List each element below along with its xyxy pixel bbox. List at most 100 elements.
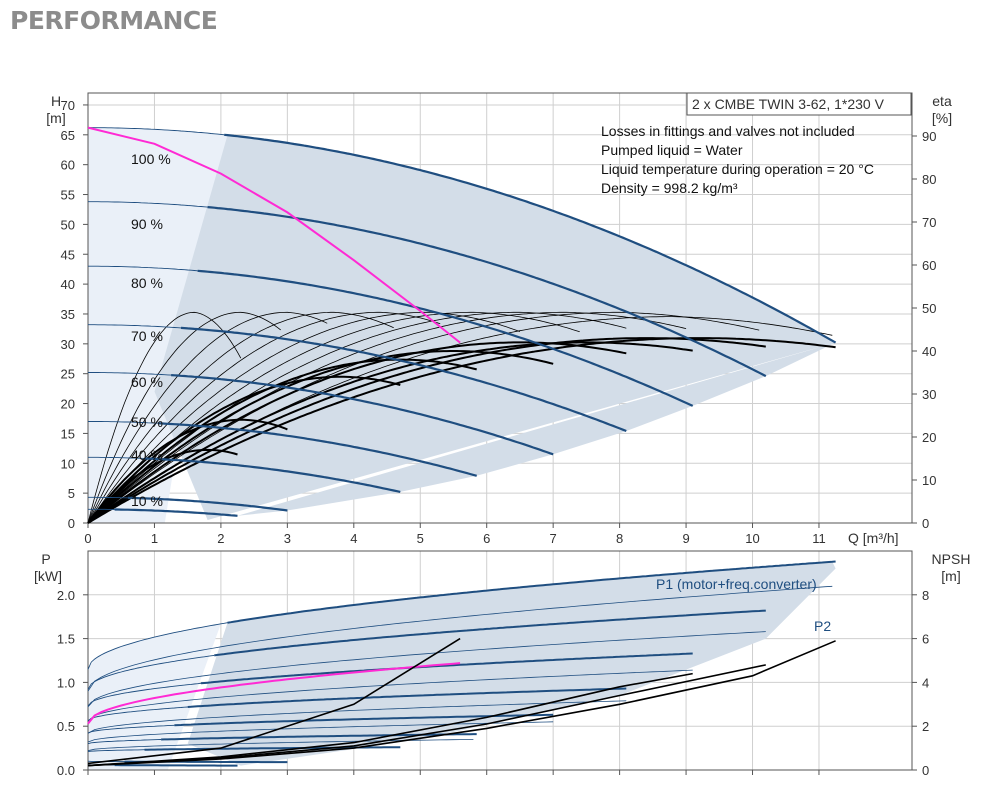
p1-curve-thin <box>87 724 175 734</box>
p1-legend: P1 (motor+freq.converter) <box>656 576 817 592</box>
x-tick-label: 0 <box>84 531 91 546</box>
y-axis-unit: [kW] <box>34 568 62 584</box>
eff-curve-bold <box>87 375 401 524</box>
p2-curve <box>87 700 627 734</box>
speed-label: 50 % <box>131 414 163 430</box>
y2-axis-unit: [%] <box>932 110 952 126</box>
x-tick-label: 3 <box>284 531 291 546</box>
page-title: PERFORMANCE <box>10 6 218 35</box>
y-tick-label: 45 <box>61 247 75 262</box>
x-tick-label: 4 <box>350 531 357 546</box>
speed-curve-thin <box>88 201 208 208</box>
p2-curve <box>87 669 693 722</box>
p1-curve-thin <box>87 682 202 707</box>
title-box <box>686 92 912 116</box>
npsh-curve <box>87 637 461 765</box>
y-tick-label: 65 <box>61 128 75 143</box>
y2-tick-label: 4 <box>922 675 929 690</box>
x-tick-label: 6 <box>483 531 490 546</box>
duty-curve <box>87 126 461 344</box>
band-low-flow <box>88 623 221 770</box>
speed-curve-40 <box>144 457 401 493</box>
note-line: Density = 998.2 kg/m³ <box>601 180 738 196</box>
y2-tick-label: 30 <box>922 387 936 402</box>
speed-curve-10 <box>114 508 238 517</box>
y-axis-unit: [m] <box>46 110 65 126</box>
npsh-curve <box>87 672 693 767</box>
y2-tick-label: 2 <box>922 719 929 734</box>
speed-curve-thin <box>88 127 225 136</box>
speed-curve-70 <box>180 326 627 433</box>
p1-curve <box>214 609 766 657</box>
y-tick-label: 2.0 <box>57 588 75 603</box>
p1-curve-thin <box>87 706 188 722</box>
eff-curve-thin <box>87 311 760 524</box>
y2-tick-label: 0 <box>922 516 929 531</box>
y-tick-label: 10 <box>61 456 75 471</box>
p1-curve <box>114 764 238 767</box>
chart-title: 2 x CMBE TWIN 3-62, 1*230 V <box>692 96 885 112</box>
y-tick-label: 30 <box>61 337 75 352</box>
y-tick-label: 0.0 <box>57 763 75 778</box>
speed-curve-thin <box>88 496 128 499</box>
x-tick-label: 2 <box>217 531 224 546</box>
y-tick-label: 25 <box>61 367 75 382</box>
p2-curve <box>87 585 833 692</box>
y2-tick-label: 10 <box>922 473 936 488</box>
p1-curve-thin <box>87 749 145 753</box>
y2-tick-label: 60 <box>922 258 936 273</box>
y-tick-label: 20 <box>61 397 75 412</box>
speed-curve-50 <box>157 422 477 477</box>
y-tick-label: 40 <box>61 277 75 292</box>
note-line: Losses in fittings and valves not includ… <box>601 123 855 139</box>
speed-label: 70 % <box>131 328 163 344</box>
npsh-curve <box>87 664 766 767</box>
y2-tick-label: 8 <box>922 588 929 603</box>
note-line: Pumped liquid = Water <box>601 142 743 158</box>
x-label-bg <box>832 529 908 547</box>
y-tick-label: 35 <box>61 307 75 322</box>
p1-curve-thin <box>87 654 215 690</box>
x-tick-label: 10 <box>745 531 759 546</box>
y2-tick-label: 50 <box>922 301 936 316</box>
speed-curve-60 <box>171 374 554 456</box>
plot-frame <box>87 550 913 771</box>
p2-curve <box>87 631 766 708</box>
band-low-flow <box>88 127 228 523</box>
y-axis-name: H <box>51 93 61 109</box>
eff-curve-thin <box>87 311 242 524</box>
x-tick-label: 9 <box>682 531 689 546</box>
speed-label: 40 % <box>131 447 163 463</box>
x-tick-label: 7 <box>550 531 557 546</box>
y2-axis-name: eta <box>932 93 952 109</box>
eff-curve-thin <box>87 311 328 524</box>
y2-tick-label: 90 <box>922 129 936 144</box>
y-tick-label: 50 <box>61 217 75 232</box>
p2-curve <box>87 721 554 743</box>
band-operating-area <box>154 135 836 520</box>
npsh-curve <box>87 640 836 767</box>
eff-curve-thin <box>87 311 281 524</box>
speed-curve-100 <box>224 133 837 344</box>
y-tick-label: 0.5 <box>57 719 75 734</box>
power-chart: 0.0 0.5 1.0 1.5 2.0 0 2 4 6 8 P[kW] NPSH[m] P1 (moto… <box>34 550 970 778</box>
y2-axis-unit: [m] <box>941 568 960 584</box>
y-tick-label: 1.0 <box>57 675 75 690</box>
p1-curve <box>227 560 836 624</box>
speed-curve-80 <box>197 269 694 407</box>
y2-tick-label: 0 <box>922 763 929 778</box>
y2-tick-label: 80 <box>922 172 936 187</box>
speed-label: 60 % <box>131 374 163 390</box>
band-operating-area <box>187 561 836 766</box>
x-tick-label: 8 <box>616 531 623 546</box>
speed-label: 90 % <box>131 216 163 232</box>
y-axis-name: P <box>41 551 50 567</box>
p1-curve <box>187 687 627 708</box>
eff-curve-thin <box>87 311 441 524</box>
x-tick-label: 1 <box>151 531 158 546</box>
p1-curve <box>200 652 693 685</box>
y-tick-label: 70 <box>61 98 75 113</box>
eff-curve-bold <box>87 418 288 524</box>
duty-power-curve <box>87 662 461 725</box>
